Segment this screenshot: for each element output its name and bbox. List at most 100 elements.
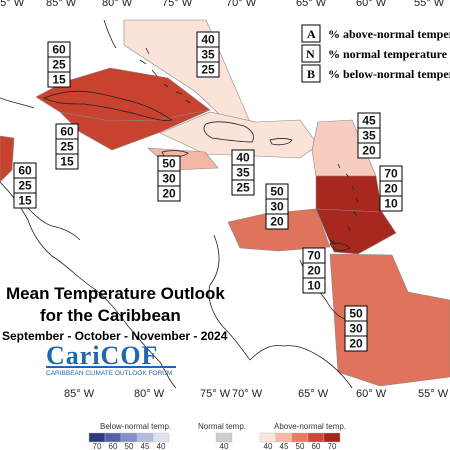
region-layer xyxy=(0,19,450,387)
value-text: 35 xyxy=(236,166,250,180)
legend-label: % above-normal temperature xyxy=(328,27,450,41)
value-text: 10 xyxy=(307,279,321,293)
value-text: 20 xyxy=(270,215,284,229)
colorbar-swatch xyxy=(323,432,341,443)
colorbar-swatch xyxy=(291,432,309,443)
value-text: 25 xyxy=(52,58,66,72)
colorbar-label: 60 xyxy=(312,442,321,450)
lon-label-bottom: 85° W xyxy=(64,388,95,400)
logo-subtitle: CARIBBEAN CLIMATE OUTLOOK FORUM xyxy=(46,370,172,377)
value-text: 60 xyxy=(52,43,66,57)
value-text: 70 xyxy=(307,249,321,263)
value-cell xyxy=(13,192,37,209)
value-text: 25 xyxy=(201,63,215,77)
lon-label-top: 55° W xyxy=(414,0,445,9)
colorbar-swatch xyxy=(307,432,325,443)
value-text: 20 xyxy=(162,187,176,201)
colorbar: Below-normal temp. 70 60 50 45 40 Normal temp.… xyxy=(88,422,346,450)
legend-letter-box xyxy=(301,44,321,63)
value-text: 20 xyxy=(349,337,363,351)
value-text: 45 xyxy=(362,114,376,128)
value-cell xyxy=(55,153,79,170)
value-text: 20 xyxy=(384,182,398,196)
colorbar-swatch xyxy=(120,432,138,443)
legend-letter: A xyxy=(307,27,316,41)
value-text: 30 xyxy=(270,200,284,214)
map-title: Mean Temperature Outlook for the Caribbe… xyxy=(2,284,228,343)
value-text: 30 xyxy=(162,172,176,186)
value-text: 50 xyxy=(162,157,176,171)
legend-frame xyxy=(296,22,450,84)
region-trinidad[interactable] xyxy=(315,208,397,255)
lon-label-top: 70° W xyxy=(226,0,257,9)
colorbar-label: 70 xyxy=(93,442,102,450)
value-text: 15 xyxy=(60,155,74,169)
lon-label-bottom: 55° W xyxy=(418,388,449,400)
caricof-logo: CariCOF CARIBBEAN CLIMATE OUTLOOK FORUM xyxy=(46,341,176,377)
colorbar-label: 50 xyxy=(125,442,134,450)
legend-label: % below-normal temperature xyxy=(328,67,450,81)
colorbar-label: 50 xyxy=(296,442,305,450)
lon-label-top: 75° W xyxy=(162,0,193,9)
value-text: 20 xyxy=(307,264,321,278)
region-windward[interactable] xyxy=(315,175,383,213)
lon-label-top: 80° W xyxy=(102,0,133,9)
region-abc-islands[interactable] xyxy=(227,208,331,252)
legend-letter: N xyxy=(306,47,315,61)
value-text: 70 xyxy=(384,167,398,181)
colorbar-swatch xyxy=(104,432,122,443)
value-cell xyxy=(344,335,368,352)
logo-underline xyxy=(46,366,176,368)
value-text: 30 xyxy=(349,322,363,336)
value-boxes: 4035256025156025156025154035255030204535… xyxy=(13,31,403,352)
lon-labels-bottom: 85° W 80° W 75° W 70° W 65° W 60° W 55° … xyxy=(64,388,449,400)
legend-letter-box xyxy=(301,64,321,83)
value-cell xyxy=(379,195,403,212)
colorbar-label: 40 xyxy=(157,442,166,450)
value-text: 25 xyxy=(18,179,32,193)
lon-label-top: 60° W xyxy=(356,0,387,9)
colorbar-swatch xyxy=(275,432,293,443)
logo-wordmark: CariCOF xyxy=(46,341,158,370)
coastline-layer xyxy=(0,19,359,389)
colorbar-label: 45 xyxy=(280,442,289,450)
value-text: 60 xyxy=(18,164,32,178)
value-cell xyxy=(47,71,71,88)
value-text: 50 xyxy=(270,185,284,199)
colorbar-label: 40 xyxy=(220,442,229,450)
lon-label-bottom: 65° W xyxy=(298,388,329,400)
value-cell xyxy=(265,213,289,230)
value-text: 10 xyxy=(384,197,398,211)
colorbar-label: 40 xyxy=(264,442,273,450)
value-cell xyxy=(357,142,381,159)
value-text: 20 xyxy=(362,144,376,158)
region-guianas[interactable] xyxy=(329,253,450,387)
region-belize[interactable] xyxy=(0,135,15,183)
value-text: 25 xyxy=(236,181,250,195)
legend-letter: B xyxy=(307,67,315,81)
colorbar-swatch xyxy=(215,432,233,443)
colorbar-label: Below-normal temp. xyxy=(100,422,171,431)
value-text: 40 xyxy=(201,33,215,47)
colorbar-swatch xyxy=(136,432,154,443)
lon-label-top: 85° W xyxy=(46,0,77,9)
value-text: 35 xyxy=(201,48,215,62)
colorbar-label: Above-normal temp. xyxy=(274,422,346,431)
value-cell xyxy=(302,277,326,294)
colorbar-label: 45 xyxy=(141,442,150,450)
colorbar-label: Normal temp. xyxy=(198,422,246,431)
colorbar-label: 70 xyxy=(328,442,337,450)
lon-label-bottom: 70° W xyxy=(232,388,263,400)
colorbar-swatch xyxy=(152,432,170,443)
